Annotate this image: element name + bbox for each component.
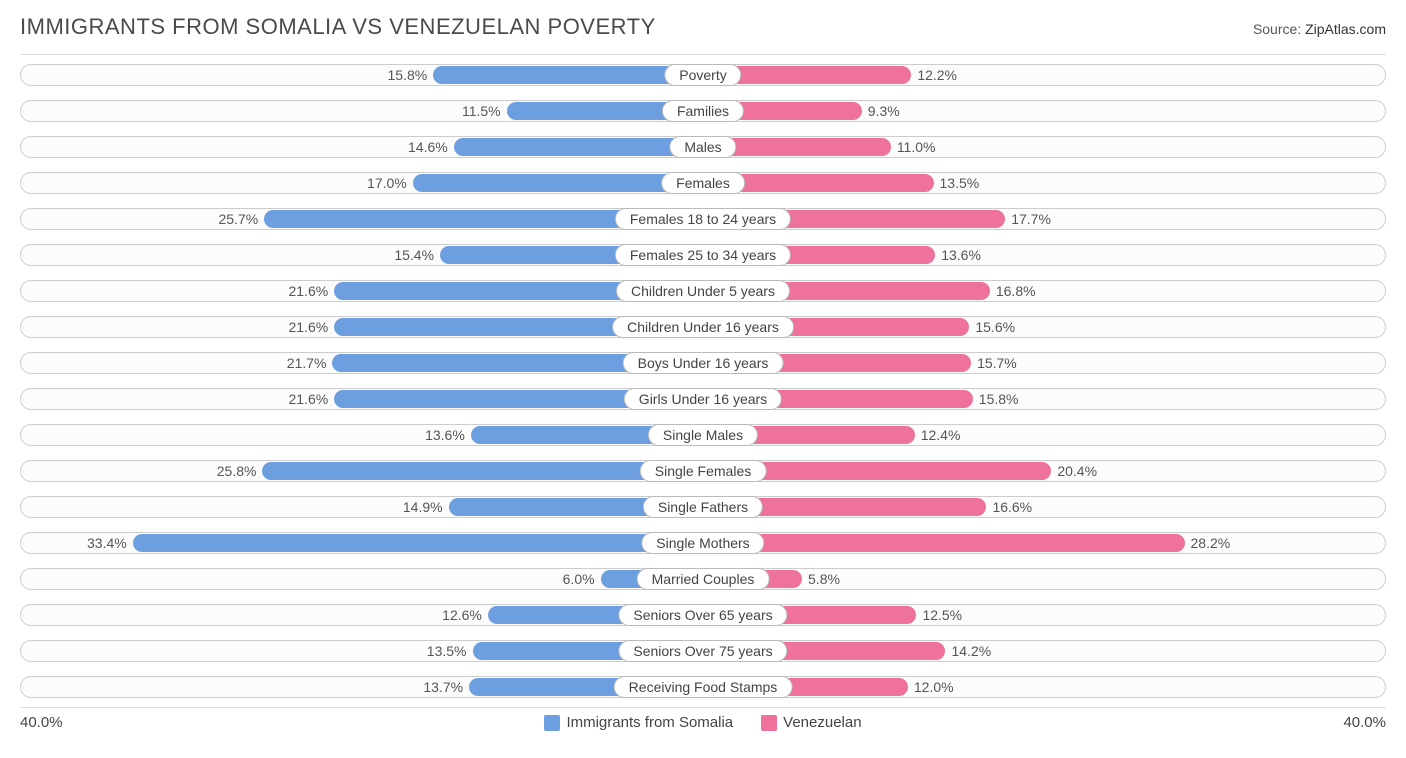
category-label: Single Fathers	[643, 496, 763, 518]
chart-row: 21.6% 16.8% Children Under 5 years	[20, 275, 1386, 307]
category-label: Single Females	[640, 460, 767, 482]
axis-max-right: 40.0%	[1343, 714, 1386, 731]
value-label-left: 21.6%	[288, 383, 334, 415]
value-label-right: 12.4%	[915, 419, 961, 451]
value-label-right: 12.0%	[908, 671, 954, 703]
value-label-right: 17.7%	[1005, 203, 1051, 235]
value-label-left: 21.6%	[288, 275, 334, 307]
value-label-left: 17.0%	[367, 167, 413, 199]
category-label: Married Couples	[637, 568, 770, 590]
bar-left	[262, 462, 703, 480]
chart-row: 14.6% 11.0% Males	[20, 131, 1386, 163]
category-label: Single Mothers	[641, 532, 764, 554]
chart-row: 25.7% 17.7% Females 18 to 24 years	[20, 203, 1386, 235]
chart-row: 33.4% 28.2% Single Mothers	[20, 527, 1386, 559]
value-label-left: 21.6%	[288, 311, 334, 343]
bar-left	[413, 174, 703, 192]
category-label: Girls Under 16 years	[624, 388, 782, 410]
chart-row: 17.0% 13.5% Females	[20, 167, 1386, 199]
category-label: Single Males	[648, 424, 758, 446]
chart-row: 21.7% 15.7% Boys Under 16 years	[20, 347, 1386, 379]
value-label-right: 16.8%	[990, 275, 1036, 307]
category-label: Females 25 to 34 years	[615, 244, 791, 266]
chart-row: 15.4% 13.6% Females 25 to 34 years	[20, 239, 1386, 271]
value-label-right: 12.5%	[916, 599, 962, 631]
value-label-left: 14.9%	[403, 491, 449, 523]
chart-footer: 40.0% Immigrants from Somalia Venezuelan…	[20, 714, 1386, 731]
chart-header: IMMIGRANTS FROM SOMALIA VS VENEZUELAN PO…	[20, 14, 1386, 40]
legend-swatch-left	[544, 715, 560, 731]
chart-row: 21.6% 15.8% Girls Under 16 years	[20, 383, 1386, 415]
category-label: Females	[661, 172, 745, 194]
chart-row: 14.9% 16.6% Single Fathers	[20, 491, 1386, 523]
category-label: Families	[662, 100, 744, 122]
diverging-bar-chart: 15.8%12.2%Poverty11.5%9.3%Families14.6%1…	[20, 54, 1386, 708]
value-label-left: 13.7%	[423, 671, 469, 703]
chart-row: 13.5% 14.2% Seniors Over 75 years	[20, 635, 1386, 667]
value-label-right: 20.4%	[1051, 455, 1097, 487]
chart-source: Source: ZipAtlas.com	[1253, 21, 1386, 37]
value-label-left: 12.6%	[442, 599, 488, 631]
category-label: Males	[669, 136, 736, 158]
category-label: Children Under 16 years	[612, 316, 794, 338]
legend-item-right: Venezuelan	[761, 714, 861, 731]
value-label-right: 15.8%	[973, 383, 1019, 415]
value-label-left: 15.4%	[394, 239, 440, 271]
chart-legend: Immigrants from Somalia Venezuelan	[544, 714, 861, 731]
value-label-right: 12.2%	[911, 59, 957, 91]
value-label-right: 11.0%	[891, 131, 936, 163]
value-label-left: 13.6%	[425, 419, 471, 451]
chart-row: 12.6% 12.5% Seniors Over 65 years	[20, 599, 1386, 631]
chart-row: 13.6% 12.4% Single Males	[20, 419, 1386, 451]
bar-left	[454, 138, 703, 156]
chart-row: 6.0% 5.8% Married Couples	[20, 563, 1386, 595]
legend-label-left: Immigrants from Somalia	[566, 714, 733, 731]
value-label-left: 33.4%	[87, 527, 133, 559]
value-label-left: 14.6%	[408, 131, 454, 163]
chart-title: IMMIGRANTS FROM SOMALIA VS VENEZUELAN PO…	[20, 14, 656, 40]
value-label-right: 13.6%	[935, 239, 981, 271]
value-label-right: 5.8%	[802, 563, 840, 595]
category-label: Poverty	[664, 64, 741, 86]
legend-swatch-right	[761, 715, 777, 731]
category-label: Females 18 to 24 years	[615, 208, 791, 230]
chart-row: 15.8% 12.2% Poverty	[20, 59, 1386, 91]
bar-left	[133, 534, 703, 552]
value-label-left: 6.0%	[563, 563, 601, 595]
chart-row: 13.7% 12.0% Receiving Food Stamps	[20, 671, 1386, 703]
value-label-right: 16.6%	[986, 491, 1032, 523]
legend-label-right: Venezuelan	[783, 714, 861, 731]
category-label: Seniors Over 65 years	[618, 604, 787, 626]
value-label-right: 14.2%	[945, 635, 991, 667]
bar-left	[433, 66, 703, 84]
value-label-left: 11.5%	[462, 95, 507, 127]
legend-item-left: Immigrants from Somalia	[544, 714, 733, 731]
source-label: Source:	[1253, 21, 1301, 37]
value-label-right: 13.5%	[934, 167, 980, 199]
category-label: Seniors Over 75 years	[618, 640, 787, 662]
value-label-right: 9.3%	[862, 95, 900, 127]
chart-row: 25.8% 20.4% Single Females	[20, 455, 1386, 487]
category-label: Boys Under 16 years	[623, 352, 784, 374]
chart-row: 11.5% 9.3% Families	[20, 95, 1386, 127]
category-label: Children Under 5 years	[616, 280, 790, 302]
value-label-left: 25.7%	[218, 203, 264, 235]
value-label-right: 28.2%	[1185, 527, 1231, 559]
value-label-left: 13.5%	[427, 635, 473, 667]
value-label-right: 15.7%	[971, 347, 1017, 379]
category-label: Receiving Food Stamps	[614, 676, 793, 698]
axis-max-left: 40.0%	[20, 714, 63, 731]
value-label-left: 15.8%	[388, 59, 434, 91]
value-label-left: 21.7%	[287, 347, 333, 379]
source-value: ZipAtlas.com	[1305, 21, 1386, 37]
value-label-left: 25.8%	[217, 455, 263, 487]
bar-right	[703, 534, 1185, 552]
value-label-right: 15.6%	[969, 311, 1015, 343]
chart-row: 21.6% 15.6% Children Under 16 years	[20, 311, 1386, 343]
